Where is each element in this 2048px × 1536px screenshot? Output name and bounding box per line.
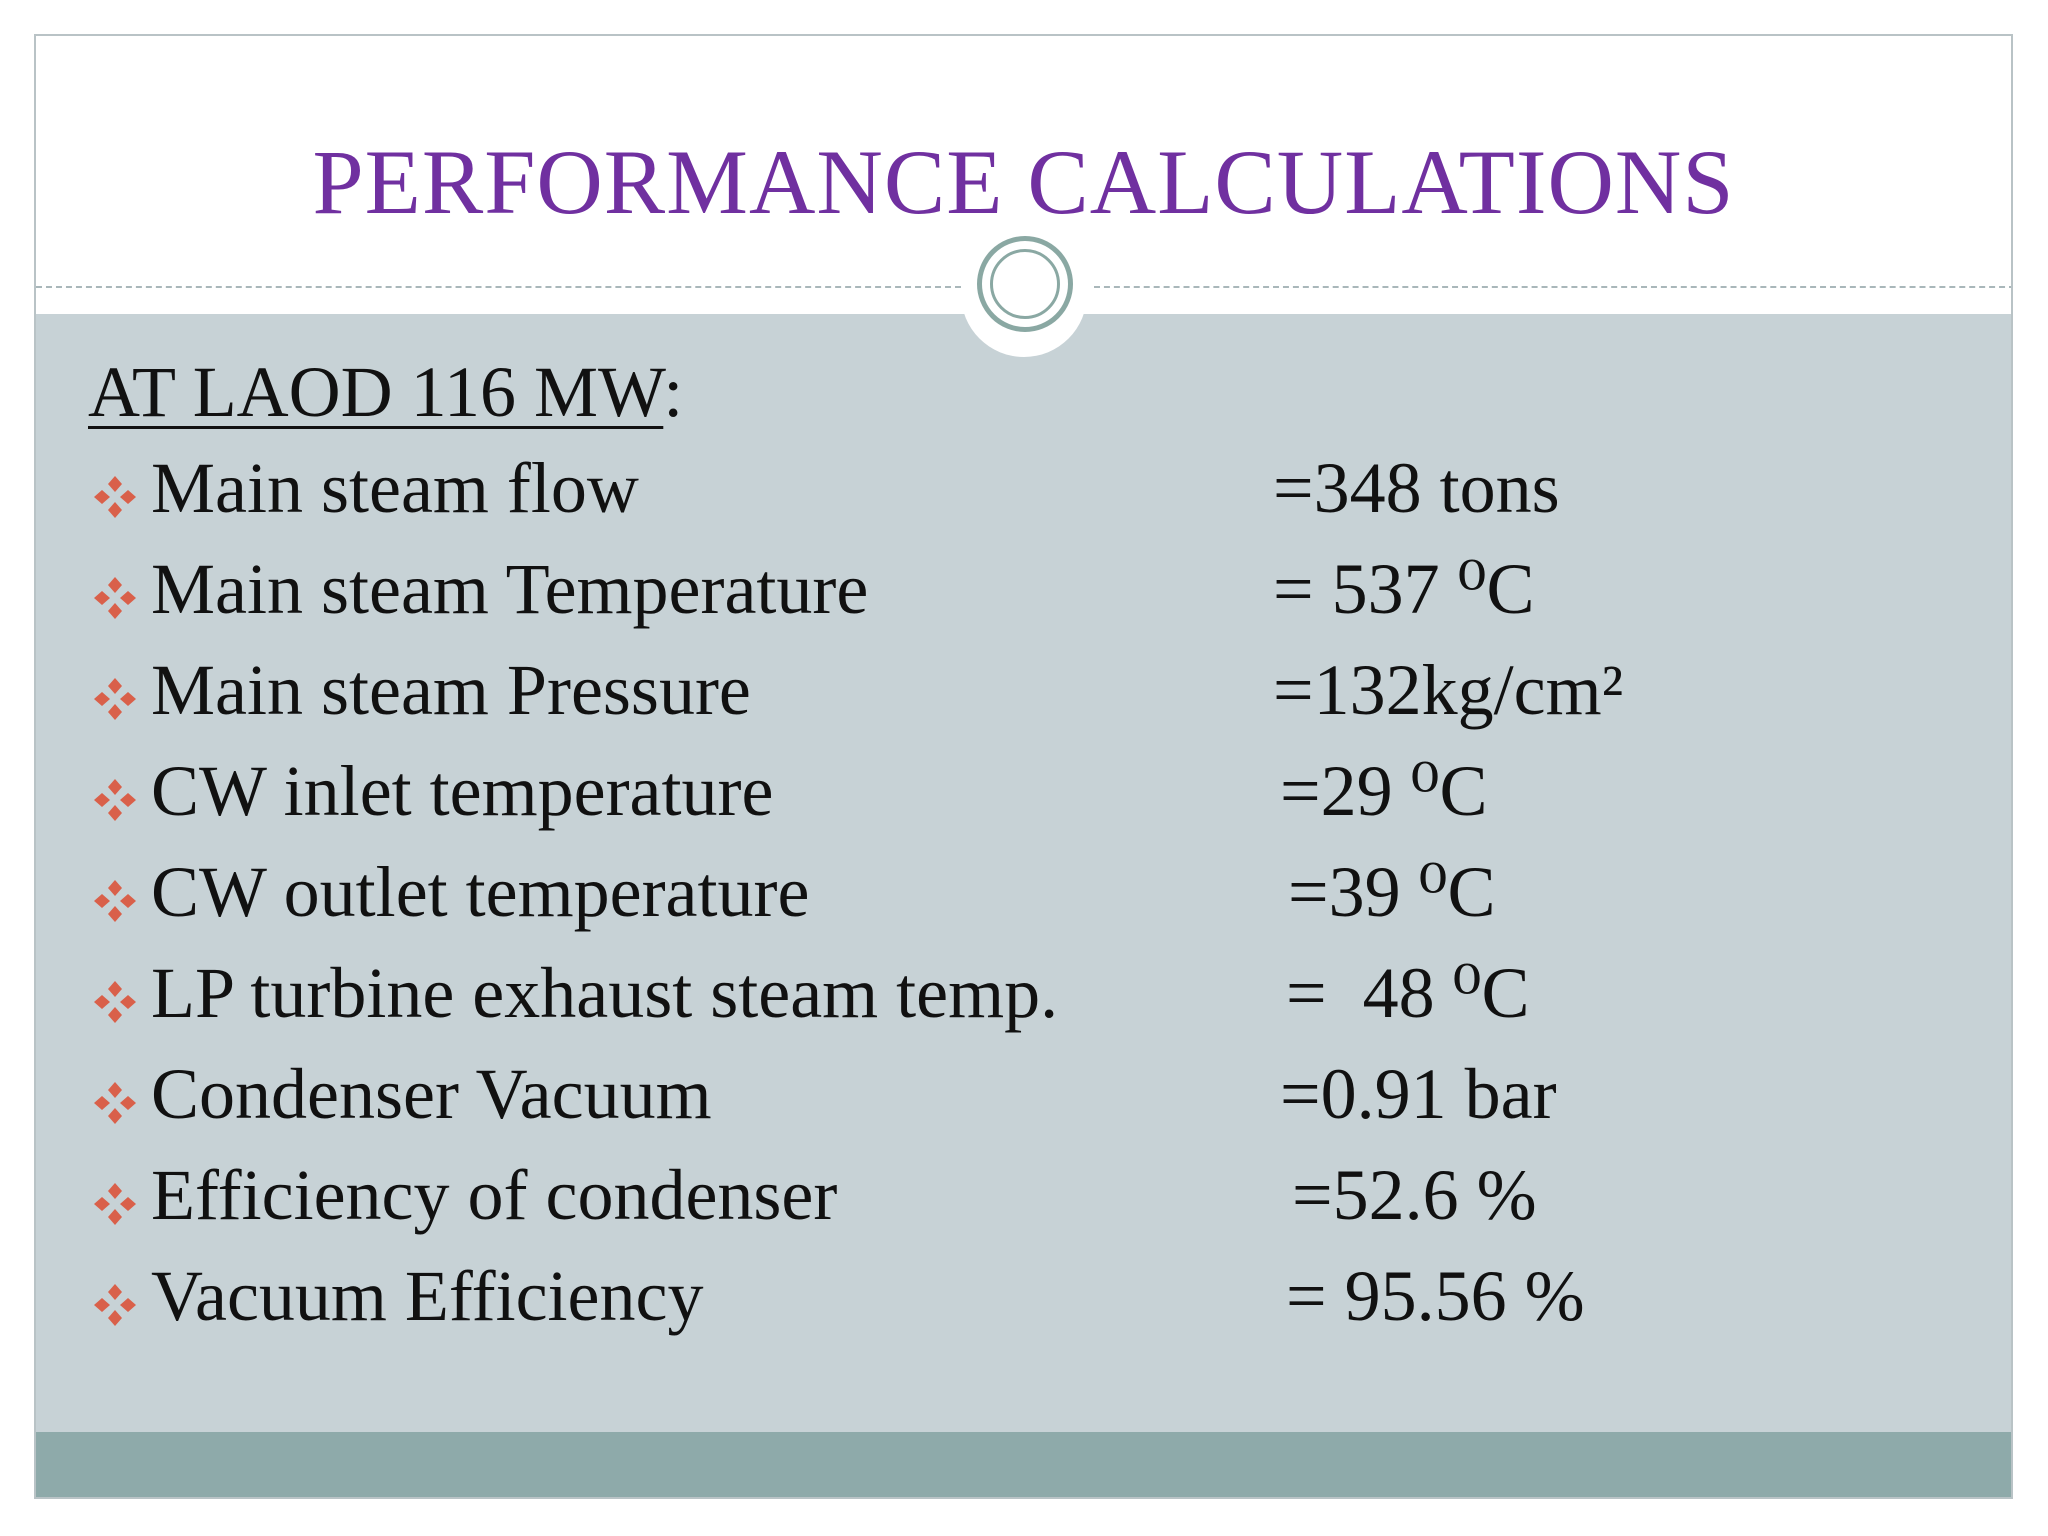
item-value: = 48 ⁰C	[1286, 953, 1530, 1033]
four-diamond-bullet-icon	[94, 476, 136, 518]
item-label: CW inlet temperature	[151, 751, 774, 831]
item-label: Main steam Temperature	[151, 549, 869, 629]
list-item: Vacuum Efficiency = 95.56 %	[36, 1260, 2011, 1360]
circle-ornament-icon	[977, 236, 1073, 332]
item-label: Vacuum Efficiency	[151, 1256, 704, 1336]
four-diamond-bullet-icon	[94, 880, 136, 922]
four-diamond-bullet-icon	[94, 1082, 136, 1124]
four-diamond-bullet-icon	[94, 1183, 136, 1225]
item-label: CW outlet temperature	[151, 852, 810, 932]
list-item: Main steam Temperature = 537 ⁰C	[36, 553, 2011, 653]
item-label: Main steam Pressure	[151, 650, 751, 730]
list-item: Condenser Vacuum =0.91 bar	[36, 1058, 2011, 1158]
list-item: Efficiency of condenser =52.6 %	[36, 1159, 2011, 1259]
list-item: Main steam Pressure =132kg/cm²	[36, 654, 2011, 754]
load-heading: AT LAOD 116 MW:	[88, 356, 683, 428]
load-heading-colon: :	[663, 352, 684, 432]
item-label: Condenser Vacuum	[151, 1054, 712, 1134]
slide-title: PERFORMANCE CALCULATIONS	[312, 131, 1735, 233]
content-panel	[36, 314, 2011, 1432]
four-diamond-bullet-icon	[94, 678, 136, 720]
item-label: LP turbine exhaust steam temp.	[151, 953, 1059, 1033]
load-heading-text: AT LAOD 116 MW	[88, 352, 664, 432]
list-item: CW inlet temperature =29 ⁰C	[36, 755, 2011, 855]
four-diamond-bullet-icon	[94, 577, 136, 619]
item-label: Main steam flow	[151, 448, 639, 528]
item-value: =0.91 bar	[1280, 1054, 1557, 1134]
item-value: =348 tons	[1273, 448, 1560, 528]
slide: PERFORMANCE CALCULATIONS AT LAOD 116 MW:…	[34, 34, 2013, 1499]
list-item: Main steam flow =348 tons	[36, 452, 2011, 552]
header-divider-right	[1094, 286, 2011, 288]
four-diamond-bullet-icon	[94, 779, 136, 821]
header-divider-left	[36, 286, 961, 288]
four-diamond-bullet-icon	[94, 981, 136, 1023]
list-item: LP turbine exhaust steam temp. = 48 ⁰C	[36, 957, 2011, 1057]
item-value: =132kg/cm²	[1273, 650, 1624, 730]
footer-bar	[36, 1432, 2011, 1497]
item-value: = 537 ⁰C	[1273, 549, 1535, 629]
item-value: =39 ⁰C	[1288, 852, 1496, 932]
item-value: =29 ⁰C	[1280, 751, 1488, 831]
list-item: CW outlet temperature =39 ⁰C	[36, 856, 2011, 956]
four-diamond-bullet-icon	[94, 1284, 136, 1326]
item-label: Efficiency of condenser	[151, 1155, 838, 1235]
item-value: = 95.56 %	[1286, 1256, 1585, 1336]
item-value: =52.6 %	[1292, 1155, 1537, 1235]
